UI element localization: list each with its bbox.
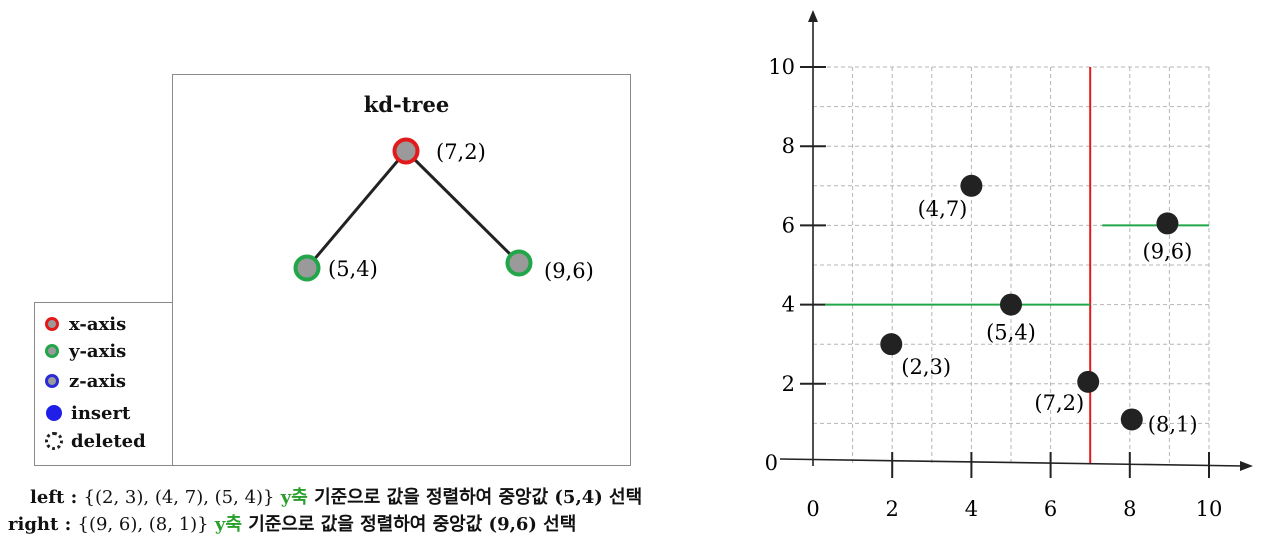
- data-point: [1120, 408, 1143, 431]
- description-left-set: {(2, 3), (4, 7), (5, 4)}: [83, 487, 275, 508]
- y-tick-label: 4: [782, 293, 795, 317]
- description-right-axis: y축: [208, 514, 242, 535]
- x-axis-arrow-icon: [1240, 461, 1253, 471]
- y-tick-label: 6: [782, 213, 795, 237]
- tree-title: kd-tree: [363, 92, 450, 117]
- tree-node-root-label: (7,2): [436, 140, 486, 164]
- data-point-label: (9,6): [1143, 239, 1193, 263]
- x-tick-label: 6: [1044, 497, 1057, 521]
- data-point: [1077, 370, 1100, 393]
- x-tick-label: 0: [806, 497, 819, 521]
- y-tick-label: 8: [782, 134, 795, 158]
- legend-label: deleted: [71, 430, 146, 452]
- data-point-label: (7,2): [1034, 391, 1084, 415]
- plot-grid: [813, 66, 1210, 463]
- description-right-prefix: right :: [8, 514, 78, 535]
- data-point: [1000, 293, 1022, 316]
- description-left-prefix: left :: [30, 487, 84, 508]
- legend-label: insert: [71, 402, 131, 424]
- x-axis-line: [779, 458, 1245, 467]
- z-axis-ring-icon: [45, 374, 59, 388]
- legend-item-z-axis: z-axis: [45, 369, 126, 393]
- description-left-rest: 기준으로 값을 정렬하여 중앙값 (5,4) 선택: [307, 487, 643, 508]
- legend-item-deleted: deleted: [45, 429, 146, 453]
- deleted-dotted-circle-icon: [45, 432, 63, 450]
- data-points: (2,3) (4,7) (5,4) (7,2) (8,1) (9,6): [880, 174, 1198, 436]
- x-tick-label: 8: [1123, 497, 1136, 521]
- legend-item-y-axis: y-axis: [45, 339, 126, 363]
- y-tick-label: 10: [768, 55, 795, 79]
- tree-node-right-label: (9,6): [544, 259, 594, 283]
- x-axis-ring-icon: [45, 317, 59, 331]
- y-axis-ring-icon: [45, 344, 59, 358]
- legend-label: y-axis: [69, 340, 127, 362]
- tree-node-root: [392, 137, 420, 165]
- tree-edge-right: [404, 149, 521, 265]
- data-point: [880, 333, 903, 356]
- legend-item-insert: insert: [45, 401, 130, 425]
- tree-edge-left: [305, 150, 408, 269]
- data-point-label: (2,3): [901, 355, 951, 379]
- description-right-set: {(9, 6), (8, 1)}: [77, 514, 209, 535]
- data-point-label: (4,7): [918, 197, 968, 221]
- data-point-label: (8,1): [1148, 412, 1198, 436]
- description-right: right : {(9, 6), (8, 1)} y축 기준으로 값을 정렬하여…: [8, 510, 576, 536]
- y-tick-label: 0: [765, 451, 778, 475]
- data-point: [960, 174, 983, 197]
- plot-ticks: 0 2 4 6 8 10 0 2 4 6 8 10: [765, 55, 1223, 521]
- legend: x-axis y-axis z-axis insert deleted: [34, 302, 173, 466]
- data-point: [1156, 212, 1179, 235]
- legend-label: x-axis: [69, 313, 127, 335]
- description-left-axis: y축: [274, 487, 308, 508]
- split-lines: [825, 67, 1209, 463]
- tree-node-left: [293, 254, 321, 282]
- legend-label: z-axis: [69, 370, 127, 392]
- plot-axes: [779, 10, 1253, 471]
- legend-item-x-axis: x-axis: [45, 312, 126, 336]
- tree-panel: [172, 74, 631, 466]
- y-tick-label: 2: [782, 372, 795, 396]
- tree-node-left-label: (5,4): [328, 257, 378, 281]
- description-left: left : {(2, 3), (4, 7), (5, 4)} y축 기준으로 …: [30, 483, 642, 509]
- x-tick-label: 10: [1196, 497, 1223, 521]
- insert-dot-icon: [46, 405, 62, 421]
- x-tick-label: 2: [886, 497, 899, 521]
- description-right-rest: 기준으로 값을 정렬하여 중앙값 (9,6) 선택: [241, 514, 577, 535]
- x-tick-label: 4: [965, 497, 978, 521]
- y-axis-arrow-icon: [808, 10, 818, 22]
- data-point-label: (5,4): [986, 321, 1036, 345]
- tree-node-right: [505, 249, 533, 277]
